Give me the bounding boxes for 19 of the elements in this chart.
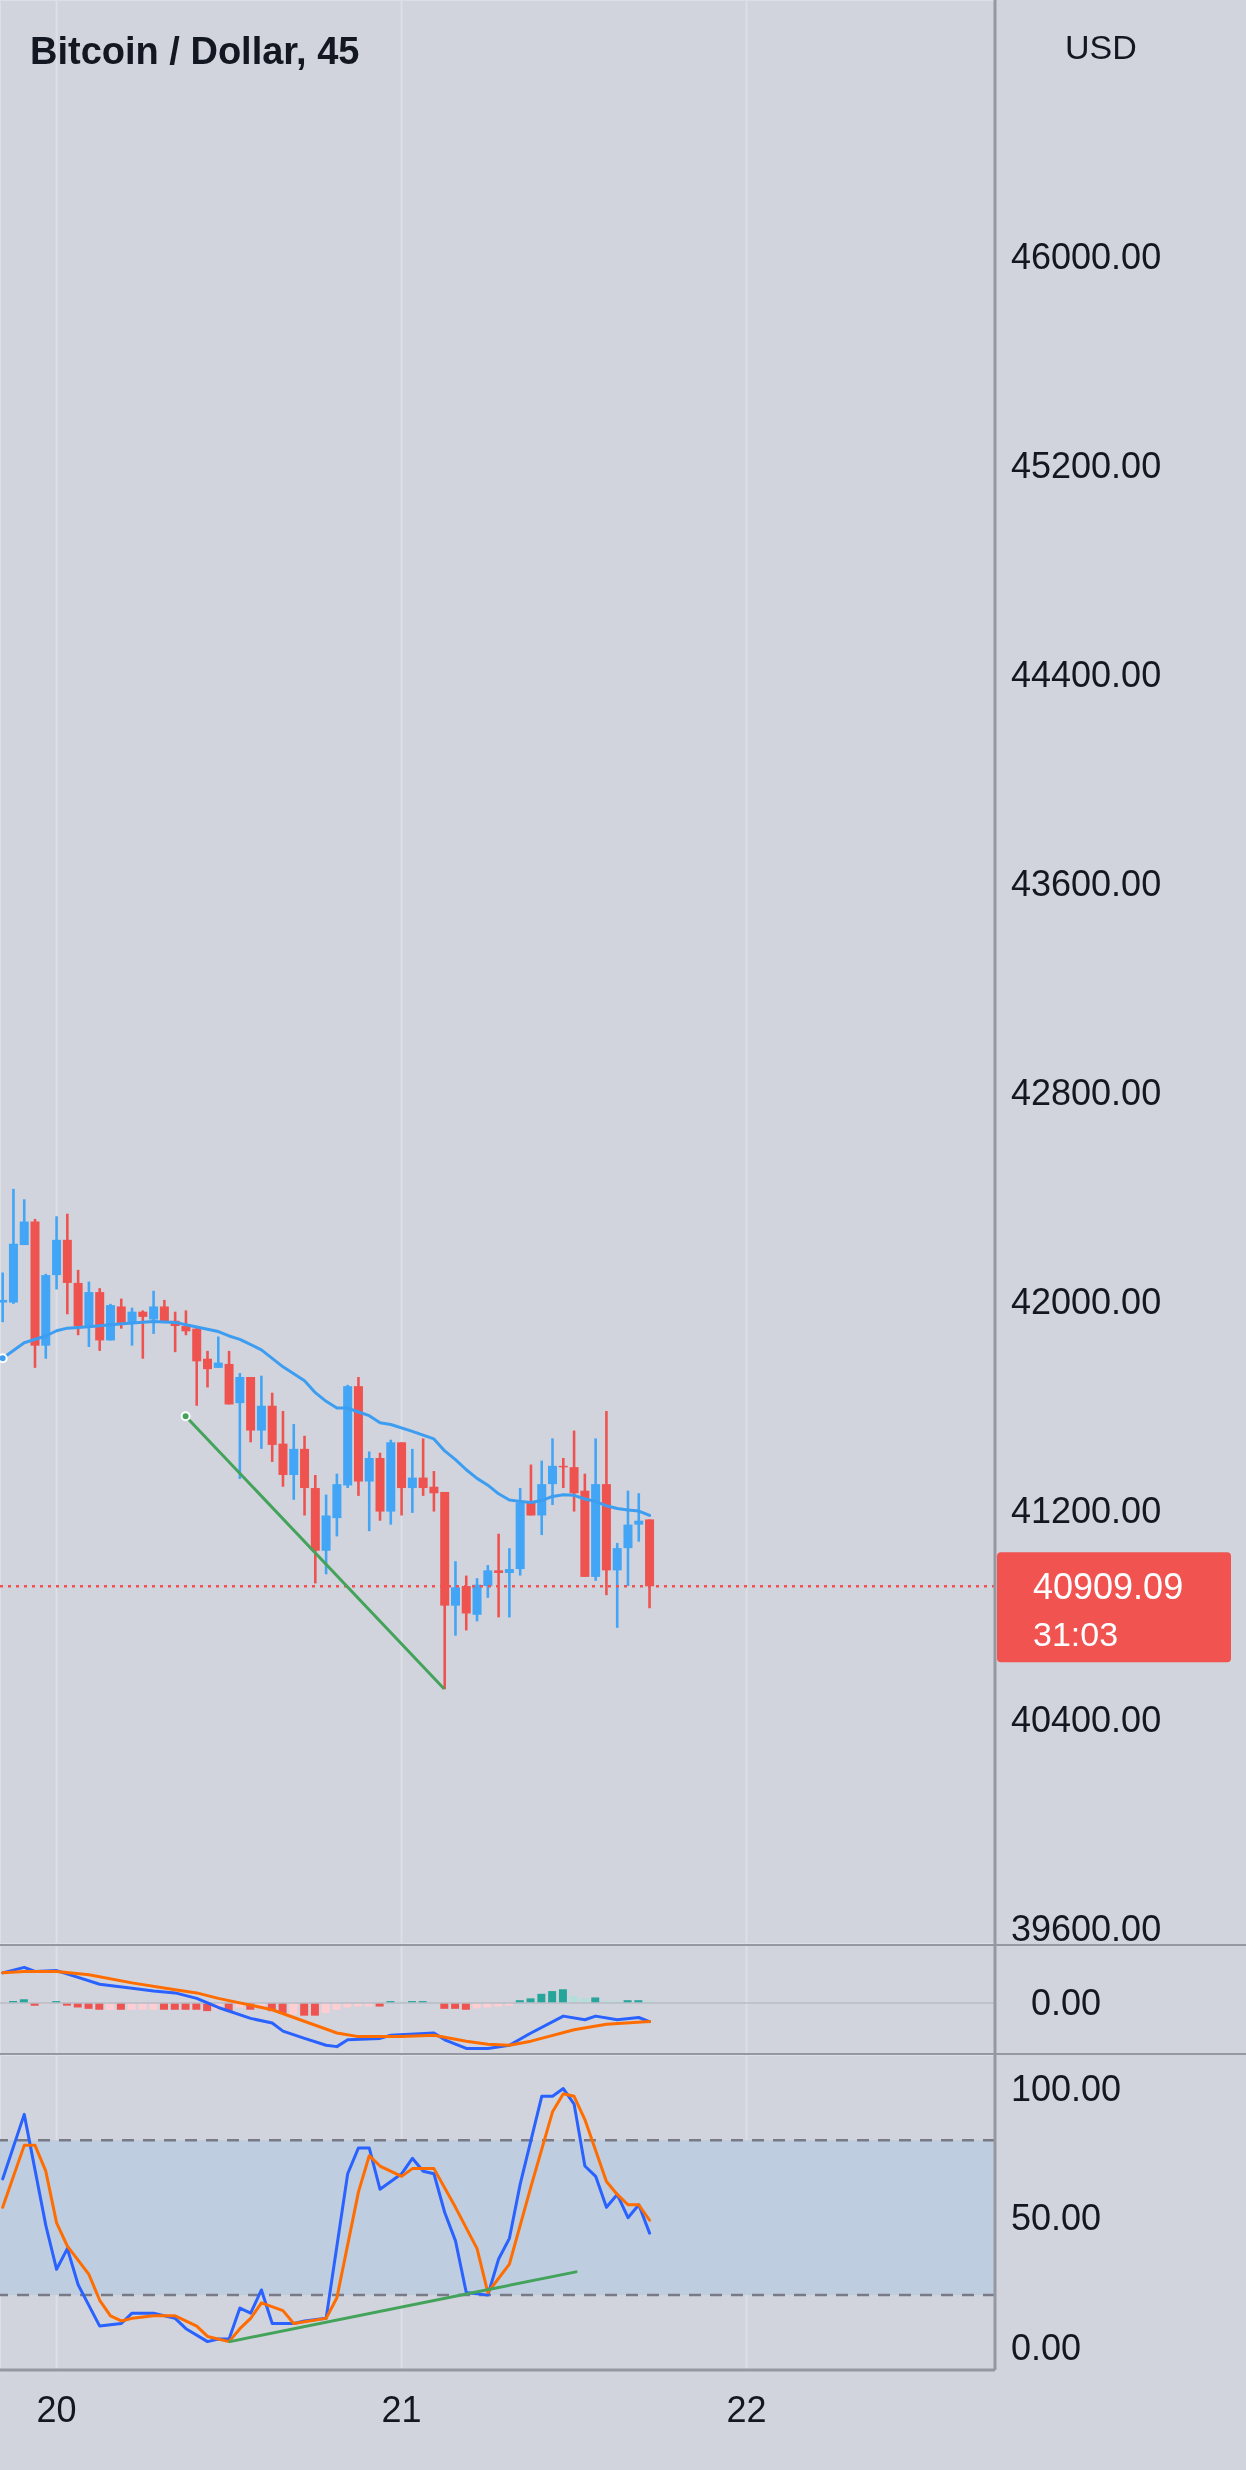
y-tick-label: 100.00 — [1011, 2068, 1122, 2110]
x-tick-label: 22 — [726, 2388, 767, 2430]
x-tick-label: 21 — [381, 2388, 422, 2430]
y-tick-label: 42800.00 — [1011, 1071, 1162, 1113]
y-tick-label: 46000.00 — [1011, 235, 1162, 277]
y-tick-label: 44400.00 — [1011, 653, 1162, 695]
y-tick-label: 39600.00 — [1011, 1908, 1162, 1950]
text: 31:03 — [1033, 1615, 1119, 1654]
y-tick-label: 50.00 — [1011, 2197, 1102, 2239]
text: USD — [1065, 28, 1137, 67]
y-tick-label: 40400.00 — [1011, 1699, 1162, 1741]
y-tick-label: 45200.00 — [1011, 444, 1162, 486]
ref-line-label: 40909.09 — [1033, 1566, 1184, 1608]
x-tick-label: 20 — [36, 2388, 77, 2430]
y-tick-label: 0.00 — [1011, 2326, 1082, 2368]
y-tick-label: 42000.00 — [1011, 1281, 1162, 1323]
y-tick-label: 41200.00 — [1011, 1490, 1162, 1532]
y-tick-label: 43600.00 — [1011, 862, 1162, 904]
text: Bitcoin / Dollar, 45 — [30, 30, 360, 73]
